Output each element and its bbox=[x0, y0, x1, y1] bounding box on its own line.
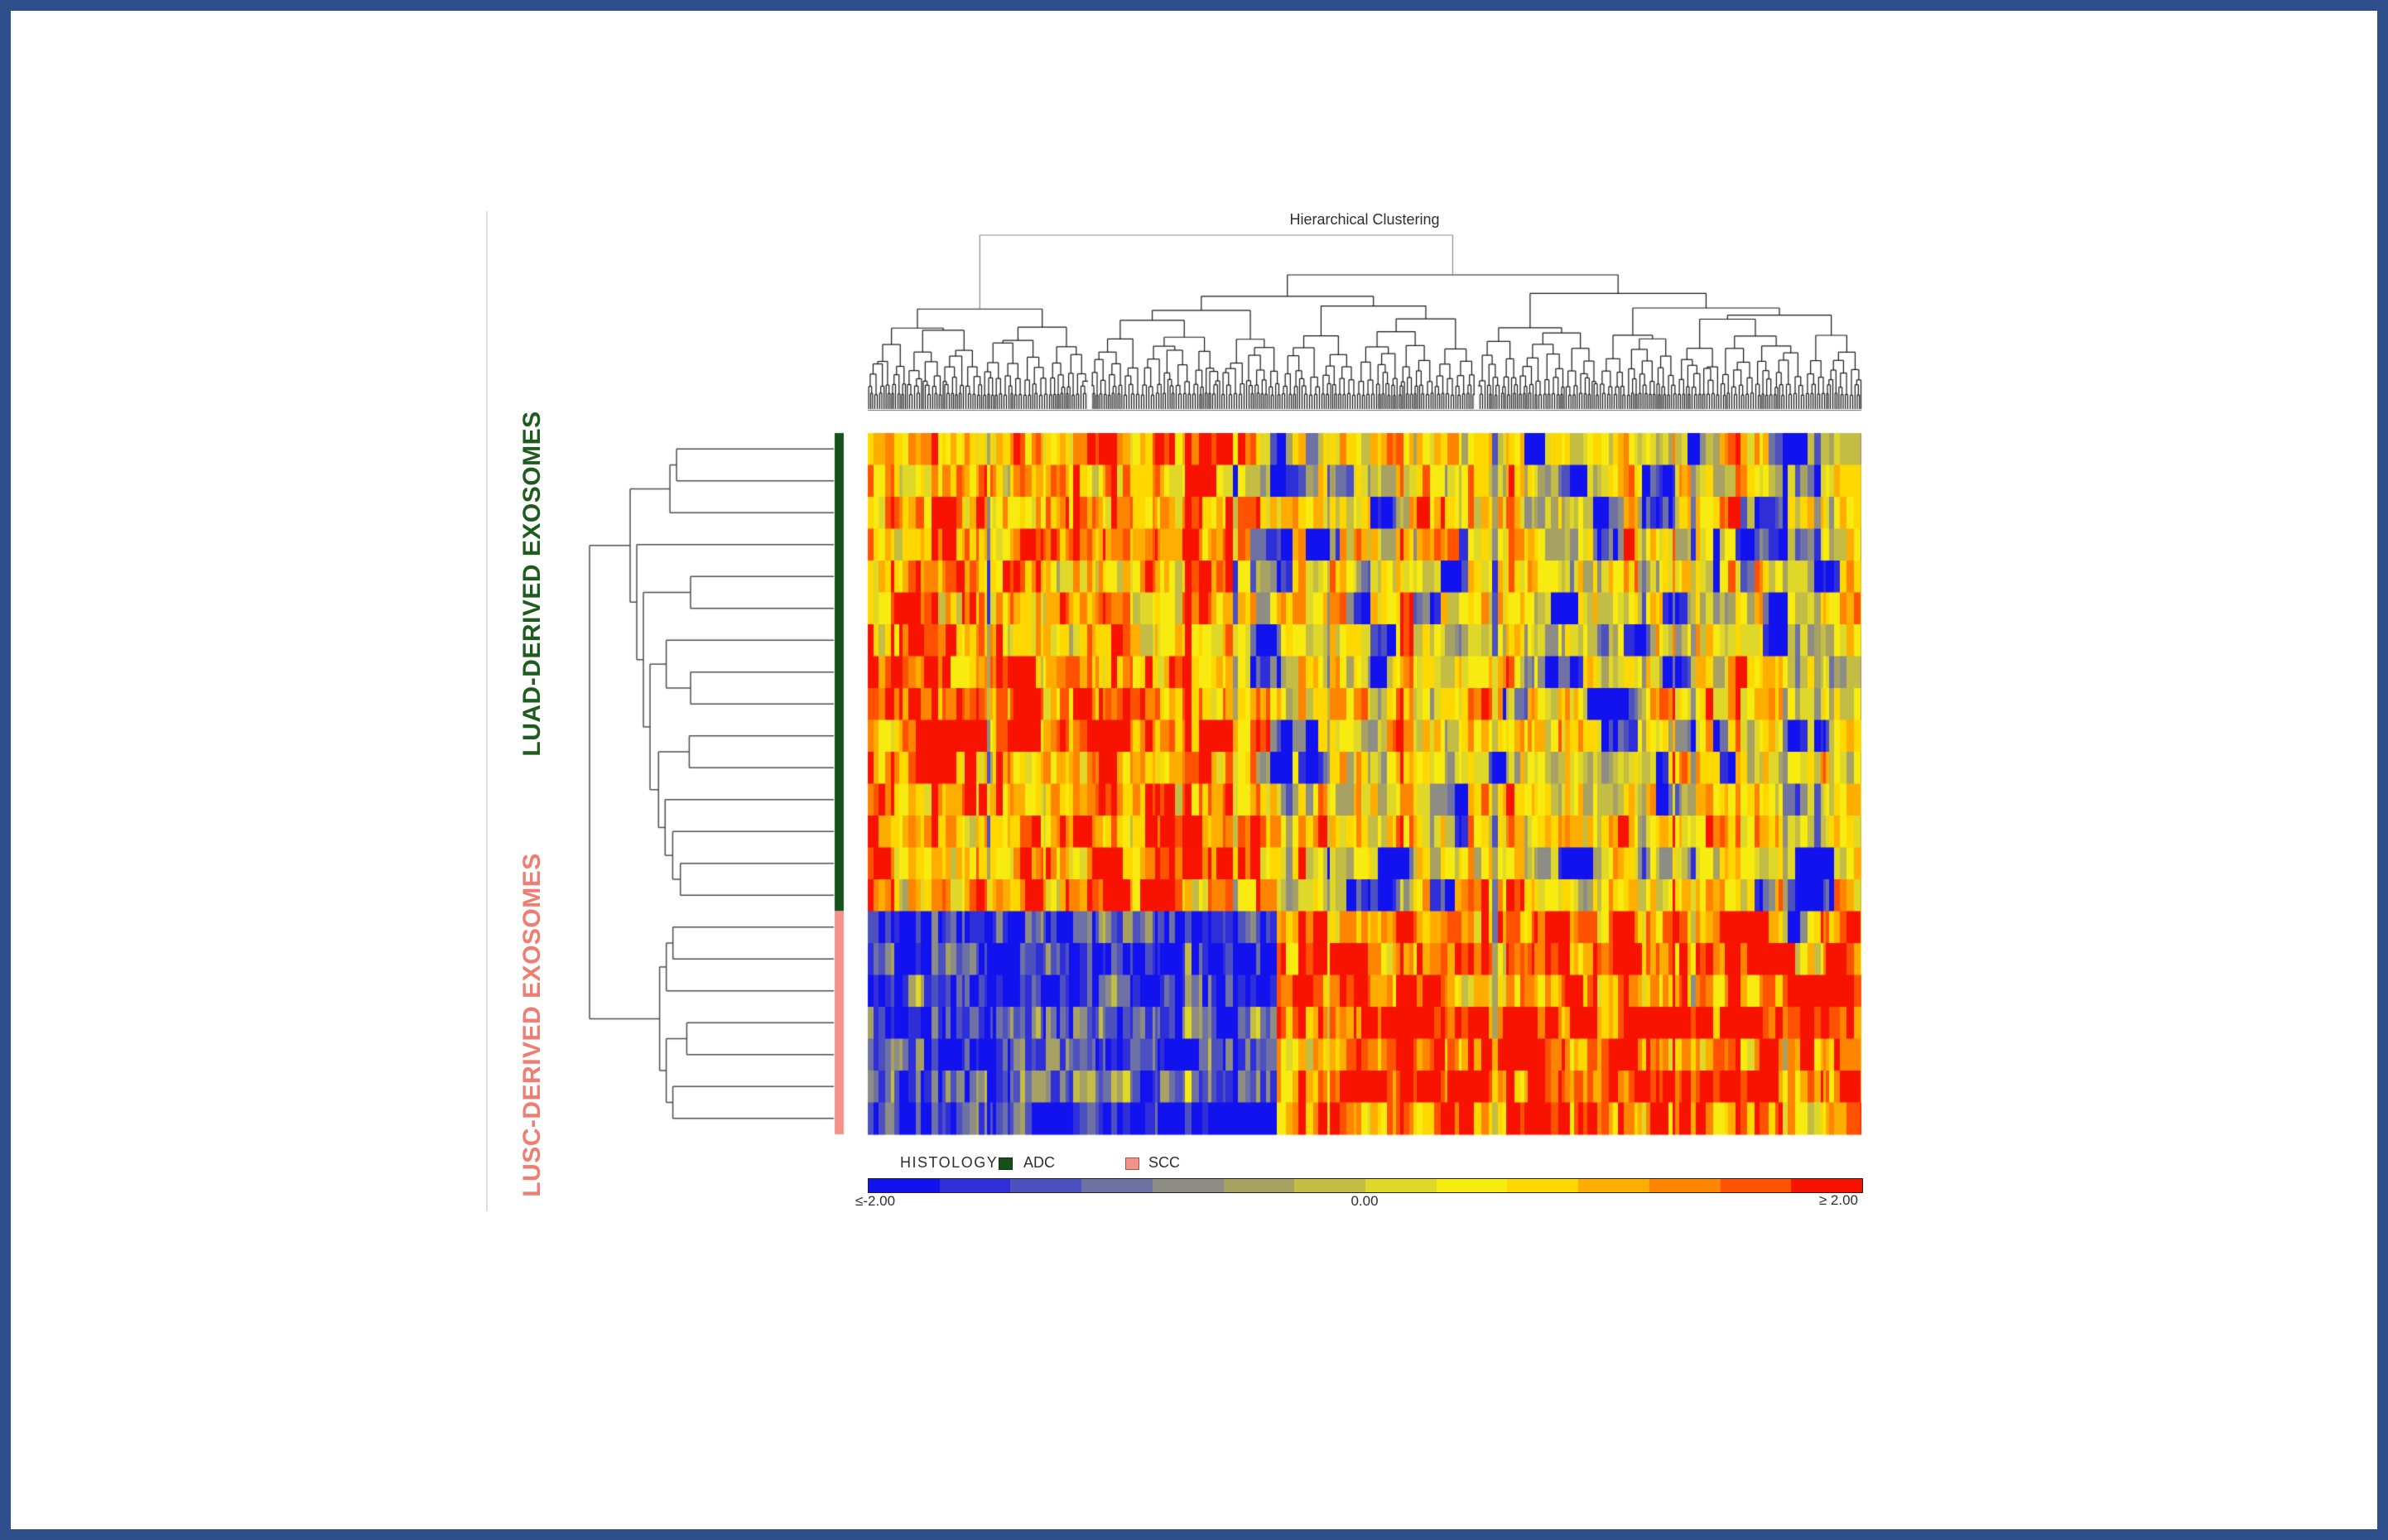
colorbar-segment bbox=[1791, 1179, 1863, 1192]
colorbar-segment bbox=[1507, 1179, 1579, 1192]
colorbar-segment bbox=[1081, 1179, 1153, 1192]
colorbar-segment bbox=[1010, 1179, 1082, 1192]
colorbar-segment bbox=[939, 1179, 1011, 1192]
color-scale-bar bbox=[868, 1178, 1863, 1193]
colorbar-segment bbox=[1436, 1179, 1508, 1192]
colorbar-segment bbox=[1649, 1179, 1721, 1192]
color-scale-mid-label: 0.00 bbox=[1350, 1193, 1379, 1209]
color-scale-min-label: ≤-2.00 bbox=[855, 1193, 896, 1209]
colorbar-segment bbox=[1223, 1179, 1295, 1192]
colorbar-segment bbox=[1294, 1179, 1366, 1192]
colorbar-segment bbox=[1578, 1179, 1649, 1192]
adc-legend-swatch bbox=[999, 1157, 1013, 1170]
adc-legend-label: ADC bbox=[1023, 1154, 1056, 1171]
legend-title: HISTOLOGY bbox=[900, 1154, 999, 1171]
colorbar-segment bbox=[869, 1179, 940, 1192]
luad-row-group-label: LUAD-DERIVED EXOSOMES bbox=[518, 411, 546, 757]
scc-legend-label: SCC bbox=[1148, 1154, 1181, 1171]
figure-title: Hierarchical Clustering bbox=[1289, 211, 1440, 228]
colorbar-segment bbox=[1365, 1179, 1437, 1192]
colorbar-segment bbox=[1720, 1179, 1792, 1192]
color-scale-max-label: ≥ 2.00 bbox=[1818, 1192, 1858, 1208]
lusc-row-group-label: LUSC-DERIVED EXOSOMES bbox=[518, 853, 546, 1197]
scc-legend-swatch bbox=[1125, 1157, 1139, 1170]
panel-edge-line bbox=[486, 211, 488, 1211]
colorbar-segment bbox=[1152, 1179, 1224, 1192]
